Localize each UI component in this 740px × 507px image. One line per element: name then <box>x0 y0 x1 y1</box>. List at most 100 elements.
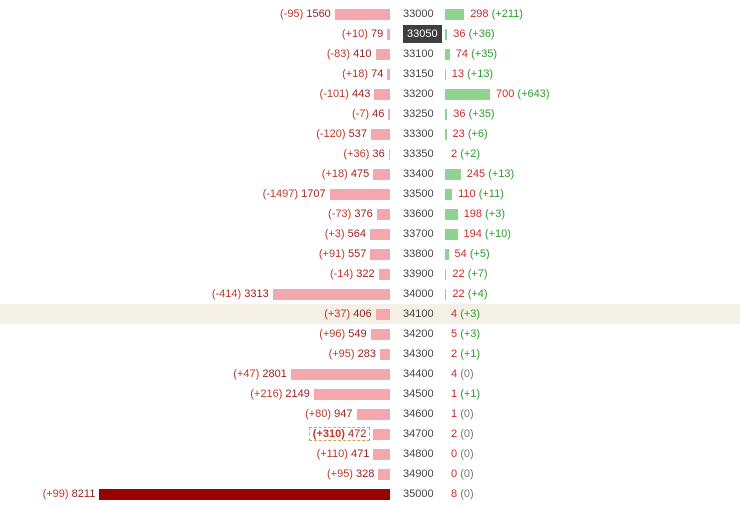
price-cell[interactable]: 33000 <box>403 8 445 20</box>
price-cell[interactable]: 33400 <box>403 168 445 180</box>
ladder-row[interactable]: (-414) 3313 34000 22 (+4) <box>0 284 740 304</box>
price-cell[interactable]: 33350 <box>403 148 445 160</box>
left-oi-cell: (+310) 472 <box>0 427 390 441</box>
ladder-row[interactable]: (+310) 472 34700 2 (0) <box>0 424 740 444</box>
ladder-row[interactable]: (-120) 537 33300 23 (+6) <box>0 124 740 144</box>
ladder-row[interactable]: (+110) 471 34800 0 (0) <box>0 444 740 464</box>
price-label: 33600 <box>403 208 434 220</box>
right-oi-change: (0) <box>460 448 474 460</box>
price-cell[interactable]: 34200 <box>403 328 445 340</box>
price-cell[interactable]: 34400 <box>403 368 445 380</box>
ladder-row[interactable]: (+91) 557 33800 54 (+5) <box>0 244 740 264</box>
left-oi-cell: (-7) 46 <box>0 108 390 120</box>
left-oi-bar <box>378 468 390 480</box>
price-cell[interactable]: 33700 <box>403 228 445 240</box>
price-cell[interactable]: 33150 <box>403 68 445 80</box>
left-oi-text: (+96) 549 <box>319 328 366 340</box>
price-cell[interactable]: 33600 <box>403 208 445 220</box>
right-oi-cell: 245 (+13) <box>445 168 740 180</box>
ladder-row[interactable]: (-14) 322 33900 22 (+7) <box>0 264 740 284</box>
right-oi-cell: 5 (+3) <box>445 328 740 340</box>
ladder-row[interactable]: (-1497) 1707 33500 110 (+11) <box>0 184 740 204</box>
ladder-row[interactable]: (-95) 1560 33000 298 (+211) <box>0 4 740 24</box>
price-cell[interactable]: 33050 <box>403 25 445 43</box>
ladder-row[interactable]: (+3) 564 33700 194 (+10) <box>0 224 740 244</box>
right-oi-text: 36 (+35) <box>453 108 494 120</box>
left-oi-bar <box>375 48 390 60</box>
price-cell[interactable]: 34600 <box>403 408 445 420</box>
right-oi-value: 23 <box>452 128 465 140</box>
left-oi-bar <box>99 488 390 500</box>
price-cell[interactable]: 33250 <box>403 108 445 120</box>
right-oi-cell: 36 (+36) <box>445 28 740 40</box>
left-oi-cell: (+18) 74 <box>0 68 390 80</box>
ladder-row[interactable]: (+37) 406 34100 4 (+3) <box>0 304 740 324</box>
ladder-row[interactable]: (+95) 283 34300 2 (+1) <box>0 344 740 364</box>
left-oi-value: 3313 <box>244 288 269 300</box>
right-oi-value: 198 <box>463 208 483 220</box>
ladder-row[interactable]: (+18) 74 33150 13 (+13) <box>0 64 740 84</box>
left-oi-bar <box>374 88 390 100</box>
right-oi-value: 5 <box>451 328 458 340</box>
right-oi-change: (+2) <box>460 148 481 160</box>
left-oi-text: (+91) 557 <box>319 248 366 260</box>
left-oi-bar <box>371 128 390 140</box>
left-oi-cell: (+99) 8211 <box>0 488 390 500</box>
left-oi-text: (-120) 537 <box>316 128 367 140</box>
right-oi-text: 110 (+11) <box>458 188 504 200</box>
left-oi-cell: (-414) 3313 <box>0 288 390 300</box>
left-oi-text: (+3) 564 <box>325 228 366 240</box>
price-cell[interactable]: 34000 <box>403 288 445 300</box>
right-oi-text: 22 (+4) <box>452 288 487 300</box>
price-cell[interactable]: 33100 <box>403 48 445 60</box>
ladder-row[interactable]: (+10) 79 33050 36 (+36) <box>0 24 740 44</box>
ladder-row[interactable]: (+18) 475 33400 245 (+13) <box>0 164 740 184</box>
left-oi-change: (-414) <box>211 288 242 300</box>
left-oi-change: (+99) <box>42 488 69 500</box>
price-cell[interactable]: 34700 <box>403 428 445 440</box>
right-oi-cell: 298 (+211) <box>445 8 740 20</box>
ladder-row[interactable]: (+80) 947 34600 1 (0) <box>0 404 740 424</box>
price-cell[interactable]: 35000 <box>403 488 445 500</box>
left-oi-change: (+80) <box>305 408 332 420</box>
ladder-row[interactable]: (+47) 2801 34400 4 (0) <box>0 364 740 384</box>
price-label: 33150 <box>403 68 434 80</box>
right-oi-cell: 110 (+11) <box>445 188 740 200</box>
left-oi-text: (+216) 2149 <box>250 388 310 400</box>
left-oi-change: (+18) <box>321 168 348 180</box>
right-oi-value: 1 <box>451 388 458 400</box>
price-cell[interactable]: 33300 <box>403 128 445 140</box>
price-cell[interactable]: 33900 <box>403 268 445 280</box>
price-cell[interactable]: 34900 <box>403 468 445 480</box>
right-oi-change: (+3) <box>485 208 505 220</box>
price-cell[interactable]: 34500 <box>403 388 445 400</box>
right-oi-text: 23 (+6) <box>453 128 488 140</box>
ladder-row[interactable]: (-83) 410 33100 74 (+35) <box>0 44 740 64</box>
left-oi-value: 537 <box>348 128 367 140</box>
price-label: 33300 <box>403 128 434 140</box>
ladder-row[interactable]: (-73) 376 33600 198 (+3) <box>0 204 740 224</box>
left-oi-change: (+47) <box>233 368 260 380</box>
price-cell[interactable]: 34100 <box>403 308 445 320</box>
ladder-row[interactable]: (-101) 443 33200 700 (+643) <box>0 84 740 104</box>
price-label: 34000 <box>403 288 434 300</box>
ladder-row[interactable]: (+95) 328 34900 0 (0) <box>0 464 740 484</box>
price-cell[interactable]: 34300 <box>403 348 445 360</box>
right-oi-text: 5 (+3) <box>451 328 480 340</box>
ladder-row[interactable]: (+216) 2149 34500 1 (+1) <box>0 384 740 404</box>
price-cell[interactable]: 33500 <box>403 188 445 200</box>
right-oi-cell: 8 (0) <box>445 488 740 500</box>
right-oi-text: 0 (0) <box>451 448 474 460</box>
ladder-row[interactable]: (+36) 36 33350 2 (+2) <box>0 144 740 164</box>
ladder-row[interactable]: (-7) 46 33250 36 (+35) <box>0 104 740 124</box>
left-oi-change: (+310) <box>312 428 345 440</box>
price-label: 33800 <box>403 248 434 260</box>
ladder-row[interactable]: (+96) 549 34200 5 (+3) <box>0 324 740 344</box>
price-cell[interactable]: 34800 <box>403 448 445 460</box>
left-oi-value: 406 <box>353 308 372 320</box>
right-oi-change: (0) <box>460 408 474 420</box>
price-cell[interactable]: 33200 <box>403 88 445 100</box>
ladder-row[interactable]: (+99) 8211 35000 8 (0) <box>0 484 740 504</box>
left-oi-cell: (+3) 564 <box>0 228 390 240</box>
price-cell[interactable]: 33800 <box>403 248 445 260</box>
